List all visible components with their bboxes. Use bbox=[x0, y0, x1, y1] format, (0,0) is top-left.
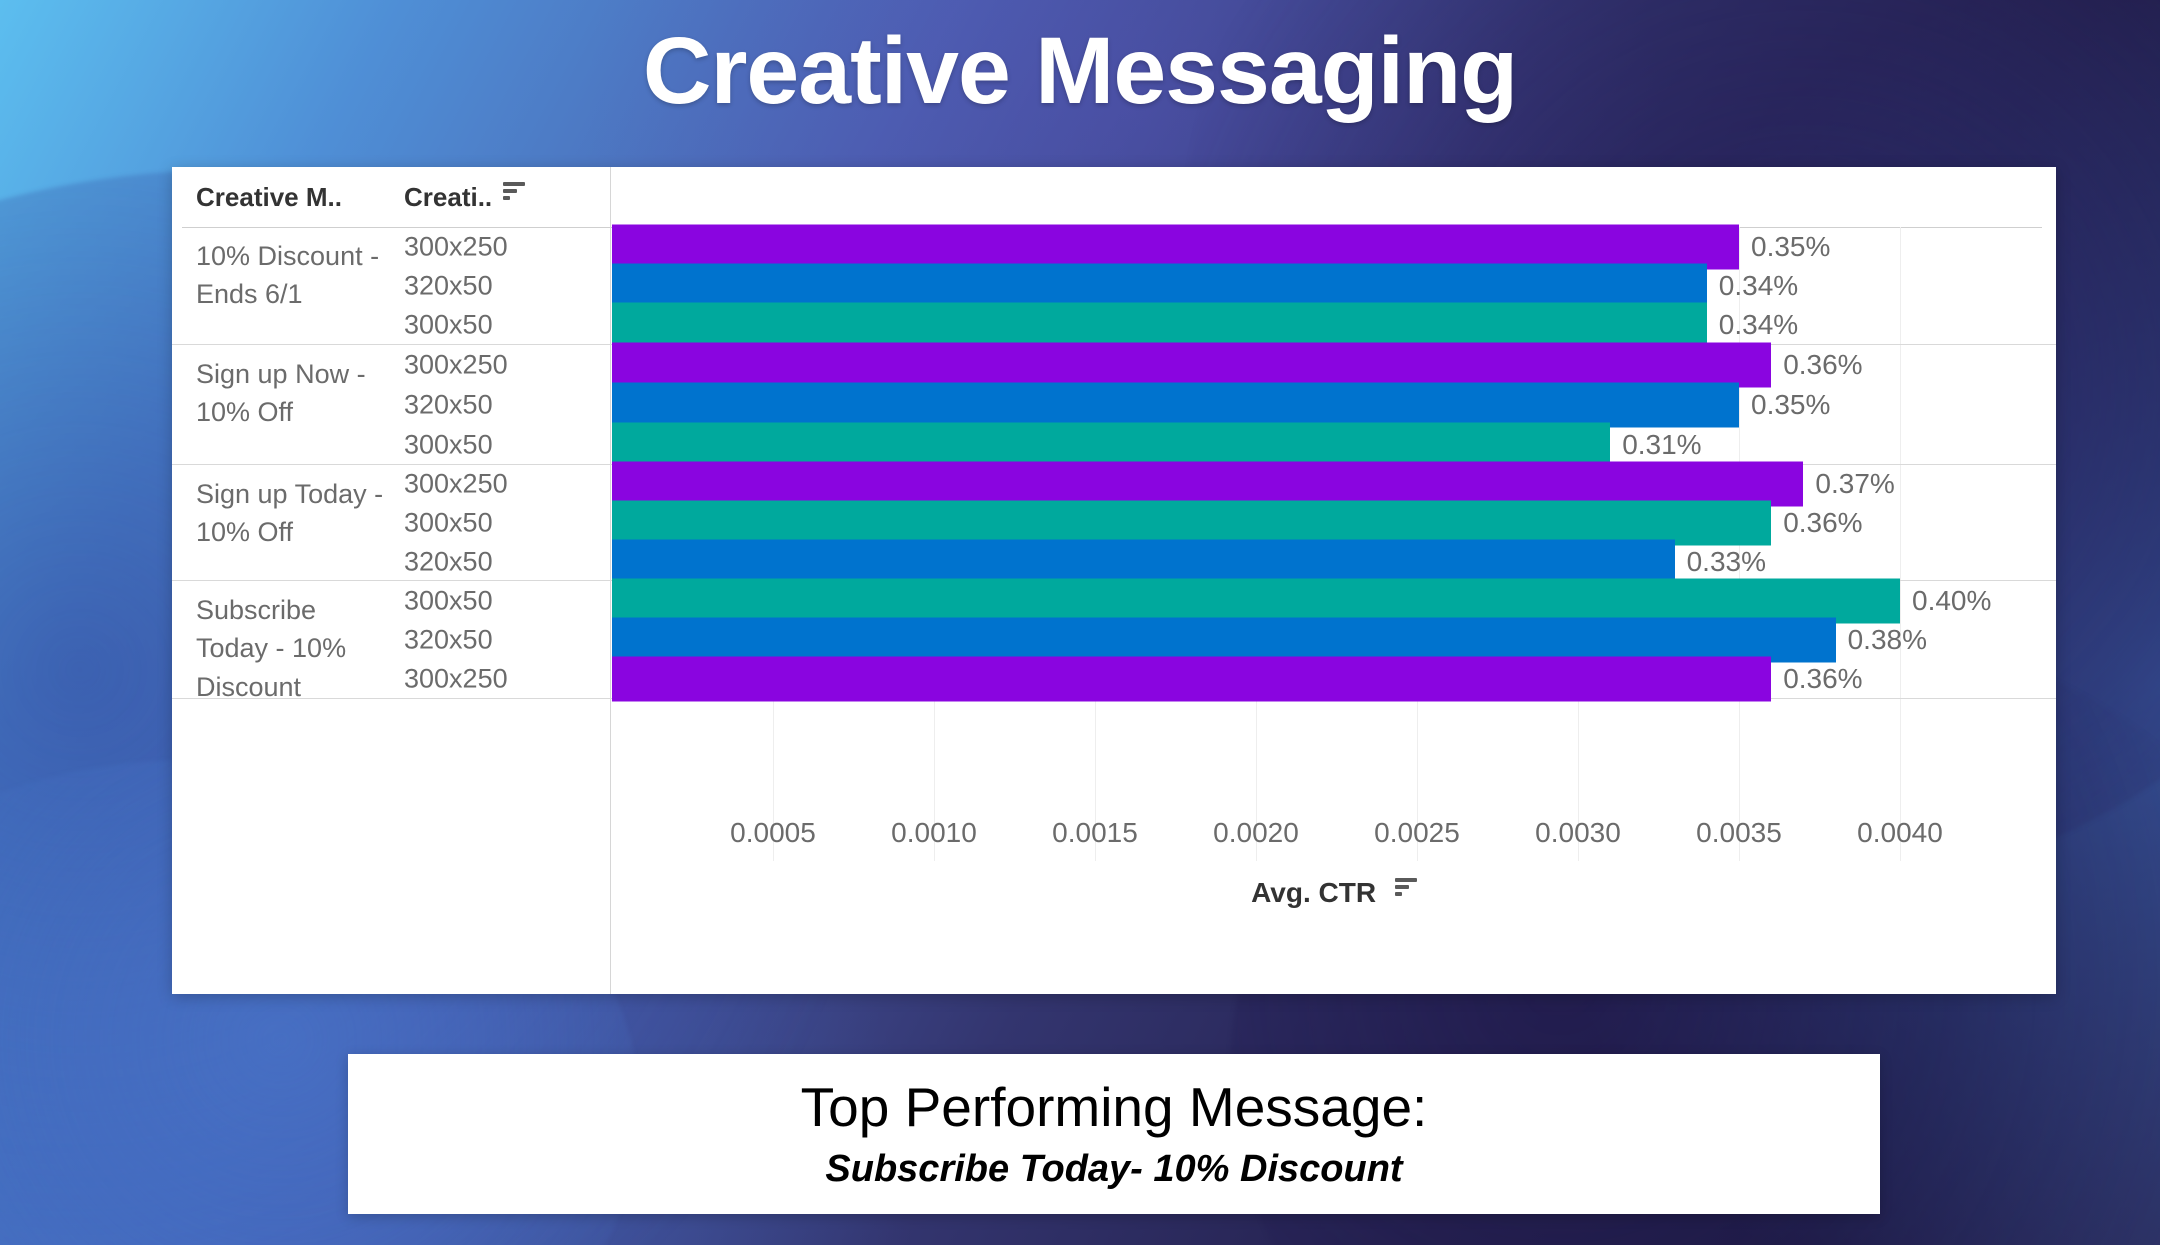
creative-size-label: 320x50 bbox=[404, 624, 493, 655]
table-row[interactable]: 300x250 0.36% bbox=[172, 660, 2056, 699]
bar-value-label: 0.36% bbox=[1783, 349, 1862, 381]
bar-value-label: 0.31% bbox=[1622, 429, 1701, 461]
x-axis: 0.0005 0.0010 0.0015 0.0020 0.0025 0.0030 0.00… bbox=[172, 799, 2056, 994]
group-rows: 300x250 0.35% 320x50 0.34% 300x50 0.34% bbox=[172, 227, 2056, 344]
bar-value-label: 0.36% bbox=[1783, 507, 1862, 539]
bar-value-label: 0.35% bbox=[1751, 389, 1830, 421]
table-row[interactable]: 320x50 0.35% bbox=[172, 385, 2056, 425]
creative-size-label: 300x250 bbox=[404, 664, 508, 695]
table-row[interactable]: 300x250 0.35% bbox=[172, 227, 2056, 266]
x-axis-tick-label: 0.0025 bbox=[1374, 817, 1460, 849]
bar[interactable] bbox=[612, 383, 1739, 428]
x-axis-tick-label: 0.0030 bbox=[1535, 817, 1621, 849]
column-header-creative-size-label: Creati.. bbox=[404, 182, 492, 213]
bar[interactable] bbox=[612, 303, 1707, 348]
table-row[interactable]: 320x50 0.38% bbox=[172, 620, 2056, 659]
column-header-creative-message[interactable]: Creative M.. bbox=[196, 167, 342, 227]
creative-size-label: 320x50 bbox=[404, 270, 493, 301]
creative-size-label: 320x50 bbox=[404, 546, 493, 577]
bar-value-label: 0.36% bbox=[1783, 663, 1862, 695]
table-row[interactable]: 300x50 0.31% bbox=[172, 425, 2056, 465]
bar-value-label: 0.35% bbox=[1751, 231, 1830, 263]
bar[interactable] bbox=[612, 617, 1836, 662]
chart-inner: Creative M.. Creati.. 10% Discount - End… bbox=[172, 167, 2056, 994]
table-row[interactable]: 300x50 0.36% bbox=[172, 504, 2056, 543]
bar[interactable] bbox=[612, 578, 1900, 623]
x-axis-tick-label: 0.0015 bbox=[1052, 817, 1138, 849]
bar-value-label: 0.40% bbox=[1912, 585, 1991, 617]
creative-size-label: 300x50 bbox=[404, 507, 493, 538]
column-header-creative-message-label: Creative M.. bbox=[196, 182, 342, 213]
table-row[interactable]: 320x50 0.33% bbox=[172, 542, 2056, 581]
x-axis-tick-label: 0.0010 bbox=[891, 817, 977, 849]
caption-subtitle: Subscribe Today- 10% Discount bbox=[825, 1148, 1402, 1191]
creative-size-label: 300x50 bbox=[404, 585, 493, 616]
bar-value-label: 0.34% bbox=[1719, 309, 1798, 341]
group-rows: 300x250 0.37% 300x50 0.36% 320x50 0.33% bbox=[172, 465, 2056, 580]
caption-title: Top Performing Message: bbox=[801, 1077, 1428, 1138]
x-axis-tick-label: 0.0040 bbox=[1857, 817, 1943, 849]
x-axis-title-label: Avg. CTR bbox=[1251, 877, 1376, 908]
table-row[interactable]: 300x250 0.37% bbox=[172, 465, 2056, 504]
bar[interactable] bbox=[612, 263, 1707, 308]
creative-size-label: 300x250 bbox=[404, 469, 508, 500]
table-row[interactable]: 300x50 0.40% bbox=[172, 581, 2056, 620]
chart-group: Sign up Now - 10% Off300x2500.36%320x500… bbox=[172, 345, 2056, 465]
chart-group: Subscribe Today - 10% Discount300x500.40… bbox=[172, 581, 2056, 699]
table-row[interactable]: 300x50 0.34% bbox=[172, 306, 2056, 345]
bar[interactable] bbox=[612, 423, 1610, 468]
bar-value-label: 0.38% bbox=[1848, 624, 1927, 656]
creative-size-label: 300x250 bbox=[404, 231, 508, 262]
chart-group: Sign up Today - 10% Off300x2500.37%300x5… bbox=[172, 465, 2056, 581]
creative-size-label: 300x50 bbox=[404, 310, 493, 341]
top-performing-message-box: Top Performing Message: Subscribe Today-… bbox=[348, 1054, 1880, 1214]
x-axis-title[interactable]: Avg. CTR bbox=[612, 877, 2056, 909]
creative-size-label: 320x50 bbox=[404, 390, 493, 421]
bar-value-label: 0.37% bbox=[1815, 468, 1894, 500]
bar-value-label: 0.33% bbox=[1687, 546, 1766, 578]
x-axis-tick-label: 0.0020 bbox=[1213, 817, 1299, 849]
chart-group: 10% Discount - Ends 6/1300x2500.35%320x5… bbox=[172, 227, 2056, 345]
creative-size-label: 300x250 bbox=[404, 350, 508, 381]
sort-descending-icon[interactable] bbox=[1395, 878, 1417, 899]
column-header-creative-size[interactable]: Creati.. bbox=[404, 167, 525, 227]
group-rows: 300x250 0.36% 320x50 0.35% 300x50 0.31% bbox=[172, 345, 2056, 464]
table-row[interactable]: 300x250 0.36% bbox=[172, 345, 2056, 385]
creative-size-label: 300x50 bbox=[404, 430, 493, 461]
group-rows: 300x50 0.40% 320x50 0.38% 300x250 0.36% bbox=[172, 581, 2056, 698]
x-axis-tick-label: 0.0035 bbox=[1696, 817, 1782, 849]
slide-canvas: Creative Messaging Creative M.. Creati..… bbox=[0, 0, 2160, 1245]
page-title: Creative Messaging bbox=[0, 22, 2160, 122]
bar-value-label: 0.34% bbox=[1719, 270, 1798, 302]
x-axis-tick-label: 0.0005 bbox=[730, 817, 816, 849]
table-row[interactable]: 320x50 0.34% bbox=[172, 266, 2056, 305]
bar[interactable] bbox=[612, 224, 1739, 269]
chart-card: Creative M.. Creati.. 10% Discount - End… bbox=[172, 167, 2056, 994]
bar[interactable] bbox=[612, 343, 1771, 388]
bar[interactable] bbox=[612, 657, 1771, 702]
sort-descending-icon[interactable] bbox=[503, 182, 525, 203]
